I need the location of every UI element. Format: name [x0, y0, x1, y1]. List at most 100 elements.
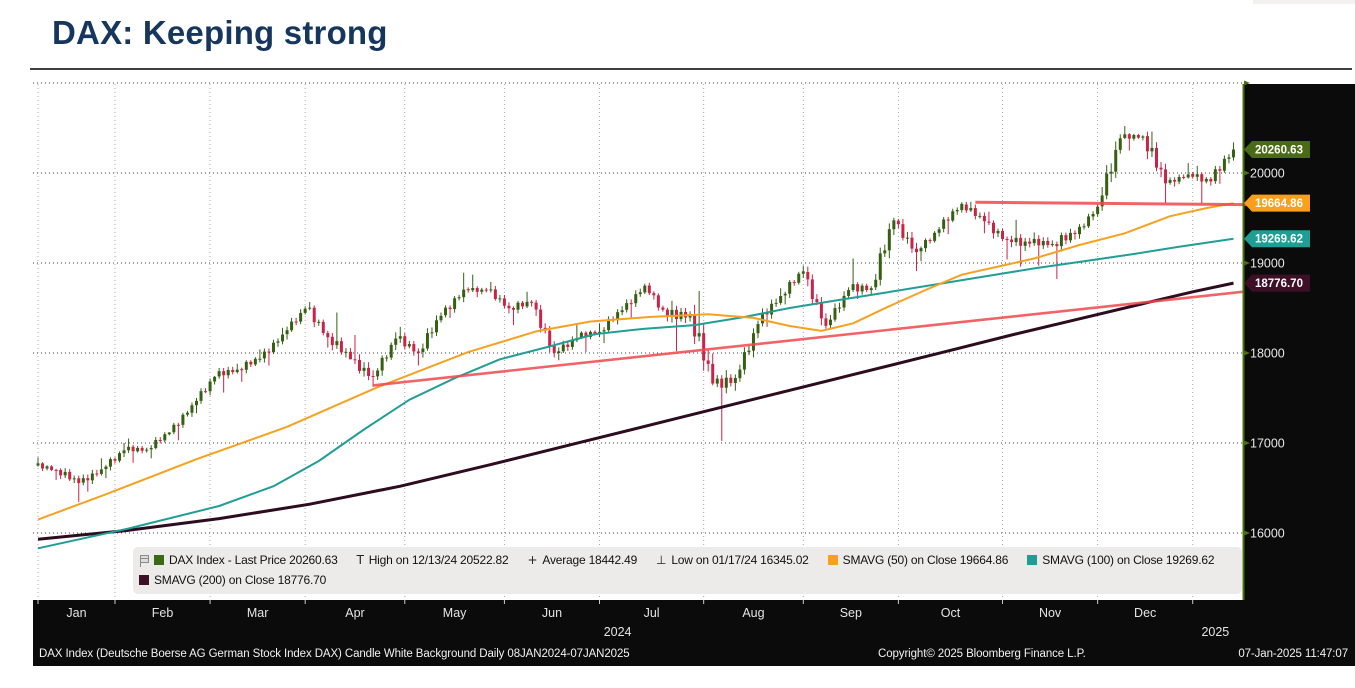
- candle: [1141, 135, 1145, 141]
- candle: [204, 388, 208, 394]
- candle: [290, 317, 294, 332]
- candle: [326, 330, 330, 348]
- candle: [81, 474, 85, 486]
- candle: [751, 328, 755, 358]
- candle: [779, 288, 783, 305]
- candle: [919, 246, 923, 262]
- month-axis-bar: [33, 600, 1243, 644]
- candle: [1091, 211, 1095, 221]
- candle: [1073, 230, 1077, 240]
- candle: [285, 326, 289, 340]
- candle: [851, 258, 855, 293]
- candle: [262, 348, 266, 363]
- candle: [982, 212, 986, 234]
- candle: [407, 340, 411, 349]
- legend-row-2: SMAVG (200) on Close 18776.70: [139, 570, 1236, 590]
- candle: [742, 347, 746, 375]
- candle: [348, 348, 352, 360]
- candle: [602, 327, 606, 344]
- svg-text:19664.86: 19664.86: [1255, 198, 1303, 210]
- candle: [797, 271, 801, 285]
- candle: [1118, 134, 1122, 154]
- candle: [670, 300, 674, 323]
- candle: [788, 280, 792, 299]
- candle: [783, 291, 787, 305]
- legend-item: SMAVG (200) on Close 18776.70: [139, 573, 326, 587]
- candle: [59, 468, 63, 480]
- candle: [969, 201, 973, 212]
- candle: [1132, 133, 1136, 141]
- candle: [1100, 187, 1104, 211]
- candle: [190, 402, 194, 417]
- price-tag-19664.86: 19664.86: [1244, 194, 1310, 212]
- candle: [892, 217, 896, 235]
- candle: [1055, 241, 1059, 279]
- svg-text:19269.62: 19269.62: [1255, 234, 1303, 246]
- candle: [552, 341, 556, 358]
- candle: [652, 291, 656, 300]
- candle: [145, 447, 149, 453]
- legend-marker-icon: T: [356, 553, 364, 567]
- legend-label: SMAVG (50) on Close 19664.86: [842, 553, 1009, 567]
- candle: [86, 474, 90, 492]
- candle: [516, 300, 520, 314]
- candle: [511, 306, 515, 326]
- legend-swatch-icon: [1027, 555, 1038, 565]
- candle: [833, 303, 837, 322]
- candle: [1182, 174, 1186, 180]
- svg-text:Aug: Aug: [742, 606, 764, 620]
- candle: [439, 312, 443, 323]
- candle: [176, 422, 180, 441]
- candle: [367, 362, 371, 381]
- candle: [733, 374, 737, 391]
- candle: [634, 290, 638, 307]
- candle: [942, 216, 946, 233]
- candle: [1032, 232, 1036, 246]
- candle: [878, 247, 882, 286]
- candle: [842, 291, 846, 311]
- candle: [724, 370, 728, 394]
- candle: [371, 370, 375, 387]
- price-tag-20260.63: 20260.63: [1244, 141, 1310, 159]
- svg-text:Dec: Dec: [1134, 606, 1156, 620]
- candle: [457, 294, 461, 301]
- candle: [425, 328, 429, 351]
- candle: [665, 307, 669, 322]
- candle: [1164, 163, 1168, 203]
- candle: [756, 320, 760, 339]
- chart-status-bar: DAX Index (Deutsche Boerse AG German Sto…: [33, 644, 1355, 666]
- candle: [548, 326, 552, 353]
- svg-text:Jan: Jan: [66, 606, 86, 620]
- price-tag-18776.70: 18776.70: [1244, 274, 1310, 292]
- candle: [1145, 131, 1149, 160]
- candle: [1168, 177, 1172, 185]
- candle: [444, 305, 448, 318]
- candle: [294, 317, 298, 326]
- candle: [1186, 163, 1190, 179]
- candle: [838, 302, 842, 313]
- candle: [543, 323, 547, 334]
- candle: [638, 288, 642, 297]
- candle: [1046, 237, 1050, 248]
- legend-swatch-icon: [827, 555, 838, 565]
- candle: [50, 465, 54, 472]
- candle: [122, 443, 126, 458]
- candle: [1227, 154, 1231, 164]
- candle: [353, 335, 357, 365]
- candle: [978, 212, 982, 219]
- candle: [63, 468, 67, 479]
- candle: [521, 300, 525, 310]
- candle: [271, 339, 275, 355]
- candle: [249, 360, 253, 367]
- candle: [276, 338, 280, 347]
- candle: [154, 437, 158, 450]
- sma-100-line: [37, 237, 1234, 550]
- candle: [299, 309, 303, 325]
- candle: [847, 287, 851, 299]
- price-axis-panel: [1243, 84, 1355, 644]
- candle: [45, 465, 49, 471]
- candle: [991, 220, 995, 239]
- candle: [244, 360, 248, 374]
- candle: [199, 388, 203, 404]
- candle: [883, 244, 887, 257]
